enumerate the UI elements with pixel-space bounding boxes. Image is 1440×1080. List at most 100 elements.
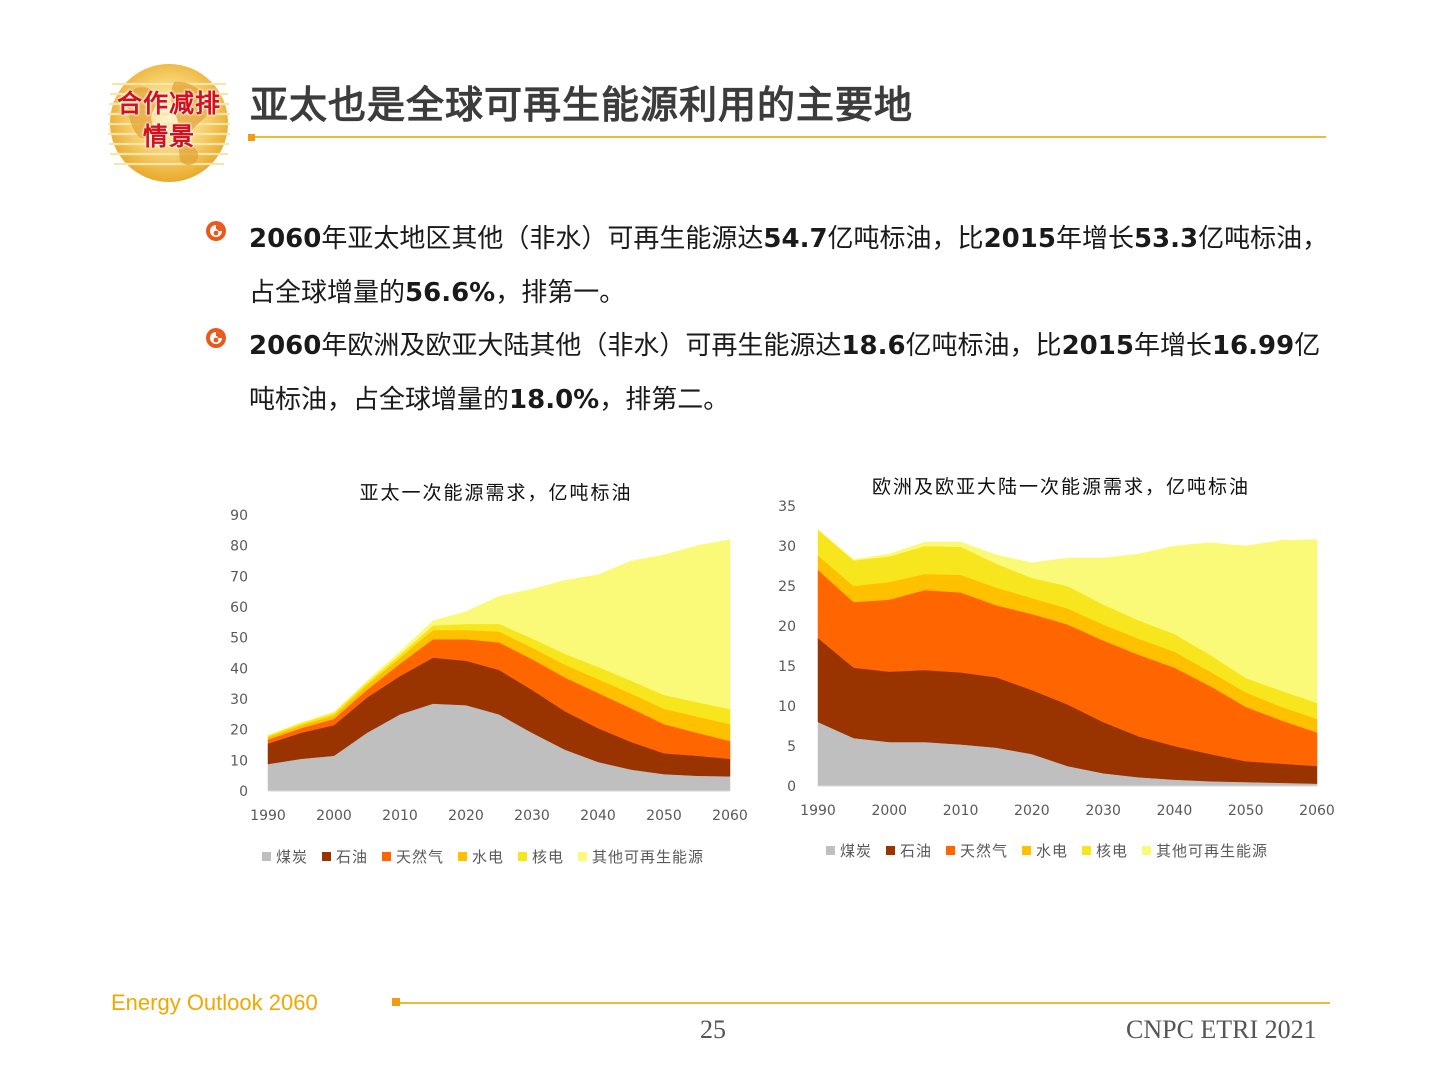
x-tick-label: 2060 — [712, 808, 748, 824]
y-tick-label: 70 — [230, 569, 248, 585]
logo-text-line1: 合作减排 — [116, 89, 221, 118]
bullet-swirl-icon — [206, 221, 226, 241]
bullet-segment: 亿吨标油，比 — [827, 224, 984, 254]
bullet-segment: 亿吨标油，占全球增量的 — [249, 331, 1321, 415]
bullet-segment: 年亚太地区其他（非水）可再生能源达 — [321, 224, 764, 254]
legend-label: 其他可再生能源 — [592, 848, 704, 866]
bullet-segment: 2060 — [249, 331, 322, 361]
x-tick-label: 2010 — [943, 803, 979, 819]
legend-label: 石油 — [336, 848, 368, 866]
x-tick-label: 2020 — [1014, 803, 1050, 819]
legend-swatch-oil — [886, 846, 895, 855]
title-divider — [248, 136, 1326, 138]
bullet-segment: 54.7 — [763, 224, 828, 254]
y-tick-label: 0 — [787, 779, 796, 795]
x-tick-label: 2040 — [580, 808, 616, 824]
footer-organization: CNPC ETRI 2021 — [1126, 1015, 1317, 1044]
x-tick-label: 1990 — [250, 808, 286, 824]
bullet-segment: 2015 — [983, 224, 1056, 254]
y-tick-label: 30 — [778, 539, 796, 555]
x-tick-label: 2050 — [1228, 803, 1264, 819]
legend-label: 石油 — [900, 842, 932, 860]
legend-swatch-hydro — [458, 852, 467, 861]
area-series-renewables — [267, 539, 731, 736]
y-tick-label: 10 — [230, 753, 248, 769]
bullet-text: 2060年亚太地区其他（非水）可再生能源达54.7亿吨标油，比2015年增长53… — [249, 212, 1339, 320]
europe-eurasia-energy-demand-chart: 欧洲及欧亚大陆一次能源需求，亿吨标油 0 5 10 15 20 25 30 35 1990 2000… — [768, 465, 1348, 875]
y-tick-label: 90 — [230, 508, 248, 524]
y-tick-label: 50 — [230, 631, 248, 647]
logo: 合作减排 情景 — [108, 62, 230, 184]
legend-label: 核电 — [1096, 842, 1128, 860]
y-tick-label: 25 — [778, 579, 796, 595]
legend-swatch-nuclear — [1082, 846, 1091, 855]
bullet-text: 2060年欧洲及欧亚大陆其他（非水）可再生能源达18.6亿吨标油，比2015年增… — [249, 319, 1339, 427]
y-tick-label: 40 — [230, 661, 248, 677]
legend-label: 煤炭 — [276, 848, 308, 866]
legend-swatch-hydro — [1022, 846, 1031, 855]
bullet-segment: ，排第一。 — [495, 278, 626, 308]
globe-icon — [108, 64, 230, 182]
logo-text-line2: 情景 — [142, 122, 195, 151]
y-tick-label: 0 — [239, 784, 248, 800]
x-tick-label: 2030 — [1085, 803, 1121, 819]
x-tick-label: 1990 — [800, 803, 836, 819]
bullet-segment: 53.3 — [1133, 224, 1199, 254]
legend-swatch-renewables — [578, 852, 587, 861]
legend-label: 核电 — [532, 848, 564, 866]
y-tick-label: 20 — [778, 619, 796, 635]
y-tick-label: 15 — [778, 659, 796, 675]
page-number: 25 — [700, 1015, 726, 1044]
x-tick-label: 2060 — [1299, 803, 1335, 819]
bullet-segment: 亿吨标油，占全球增量的 — [249, 224, 1329, 308]
x-tick-label: 2040 — [1157, 803, 1193, 819]
legend-swatch-coal — [826, 846, 835, 855]
y-tick-label: 30 — [230, 692, 248, 708]
bullet-segment: 18.6 — [841, 331, 906, 361]
page-title: 亚太也是全球可再生能源利用的主要地 — [250, 83, 914, 127]
y-tick-label: 35 — [778, 499, 796, 515]
legend-swatch-coal — [262, 852, 271, 861]
x-tick-label: 2030 — [514, 808, 550, 824]
legend-swatch-nuclear — [518, 852, 527, 861]
legend-swatch-gas — [946, 846, 955, 855]
y-tick-label: 20 — [230, 723, 248, 739]
legend-label: 天然气 — [960, 842, 1008, 860]
bullet-segment: 56.6% — [405, 278, 496, 308]
x-tick-label: 2000 — [316, 808, 352, 824]
legend-label: 水电 — [472, 848, 504, 866]
asia-pacific-energy-demand-chart: 亚太一次能源需求，亿吨标油 0 10 20 30 40 50 60 70 80 90 1990 2000… — [218, 465, 758, 875]
legend-label: 水电 — [1036, 842, 1068, 860]
area-series-renewables — [817, 528, 1318, 704]
x-tick-label: 2010 — [382, 808, 418, 824]
bullet-segment: 年欧洲及欧亚大陆其他（非水）可再生能源达 — [321, 331, 842, 361]
legend-swatch-gas — [382, 852, 391, 861]
chart-title: 欧洲及欧亚大陆一次能源需求，亿吨标油 — [872, 476, 1250, 498]
bullet-segment: 18.0% — [509, 385, 600, 415]
footer-divider — [397, 1002, 1330, 1004]
y-tick-label: 60 — [230, 600, 248, 616]
y-tick-label: 10 — [778, 699, 796, 715]
bullet-segment: 16.99 — [1211, 331, 1295, 361]
bullet-segment: 亿吨标油，比 — [905, 331, 1062, 361]
legend-label: 其他可再生能源 — [1156, 842, 1268, 860]
bullet-segment: 年增长 — [1055, 224, 1134, 254]
bullet-swirl-icon — [206, 328, 226, 348]
bullet-segment: ，排第二。 — [599, 385, 730, 415]
chart-title: 亚太一次能源需求，亿吨标油 — [359, 482, 632, 504]
footer-brand: Energy Outlook 2060 — [111, 990, 318, 1015]
x-tick-label: 2000 — [871, 803, 907, 819]
title-divider-marker — [248, 134, 255, 141]
bullet-segment: 2060 — [249, 224, 322, 254]
bullet-segment: 年增长 — [1133, 331, 1212, 361]
legend-swatch-oil — [322, 852, 331, 861]
y-tick-label: 5 — [787, 739, 796, 755]
bullet-segment: 2015 — [1061, 331, 1134, 361]
legend-label: 天然气 — [396, 848, 444, 866]
y-tick-label: 80 — [230, 539, 248, 555]
legend-swatch-renewables — [1142, 846, 1151, 855]
x-tick-label: 2020 — [448, 808, 484, 824]
footer-divider-marker — [392, 998, 400, 1006]
x-tick-label: 2050 — [646, 808, 682, 824]
legend-label: 煤炭 — [840, 842, 872, 860]
